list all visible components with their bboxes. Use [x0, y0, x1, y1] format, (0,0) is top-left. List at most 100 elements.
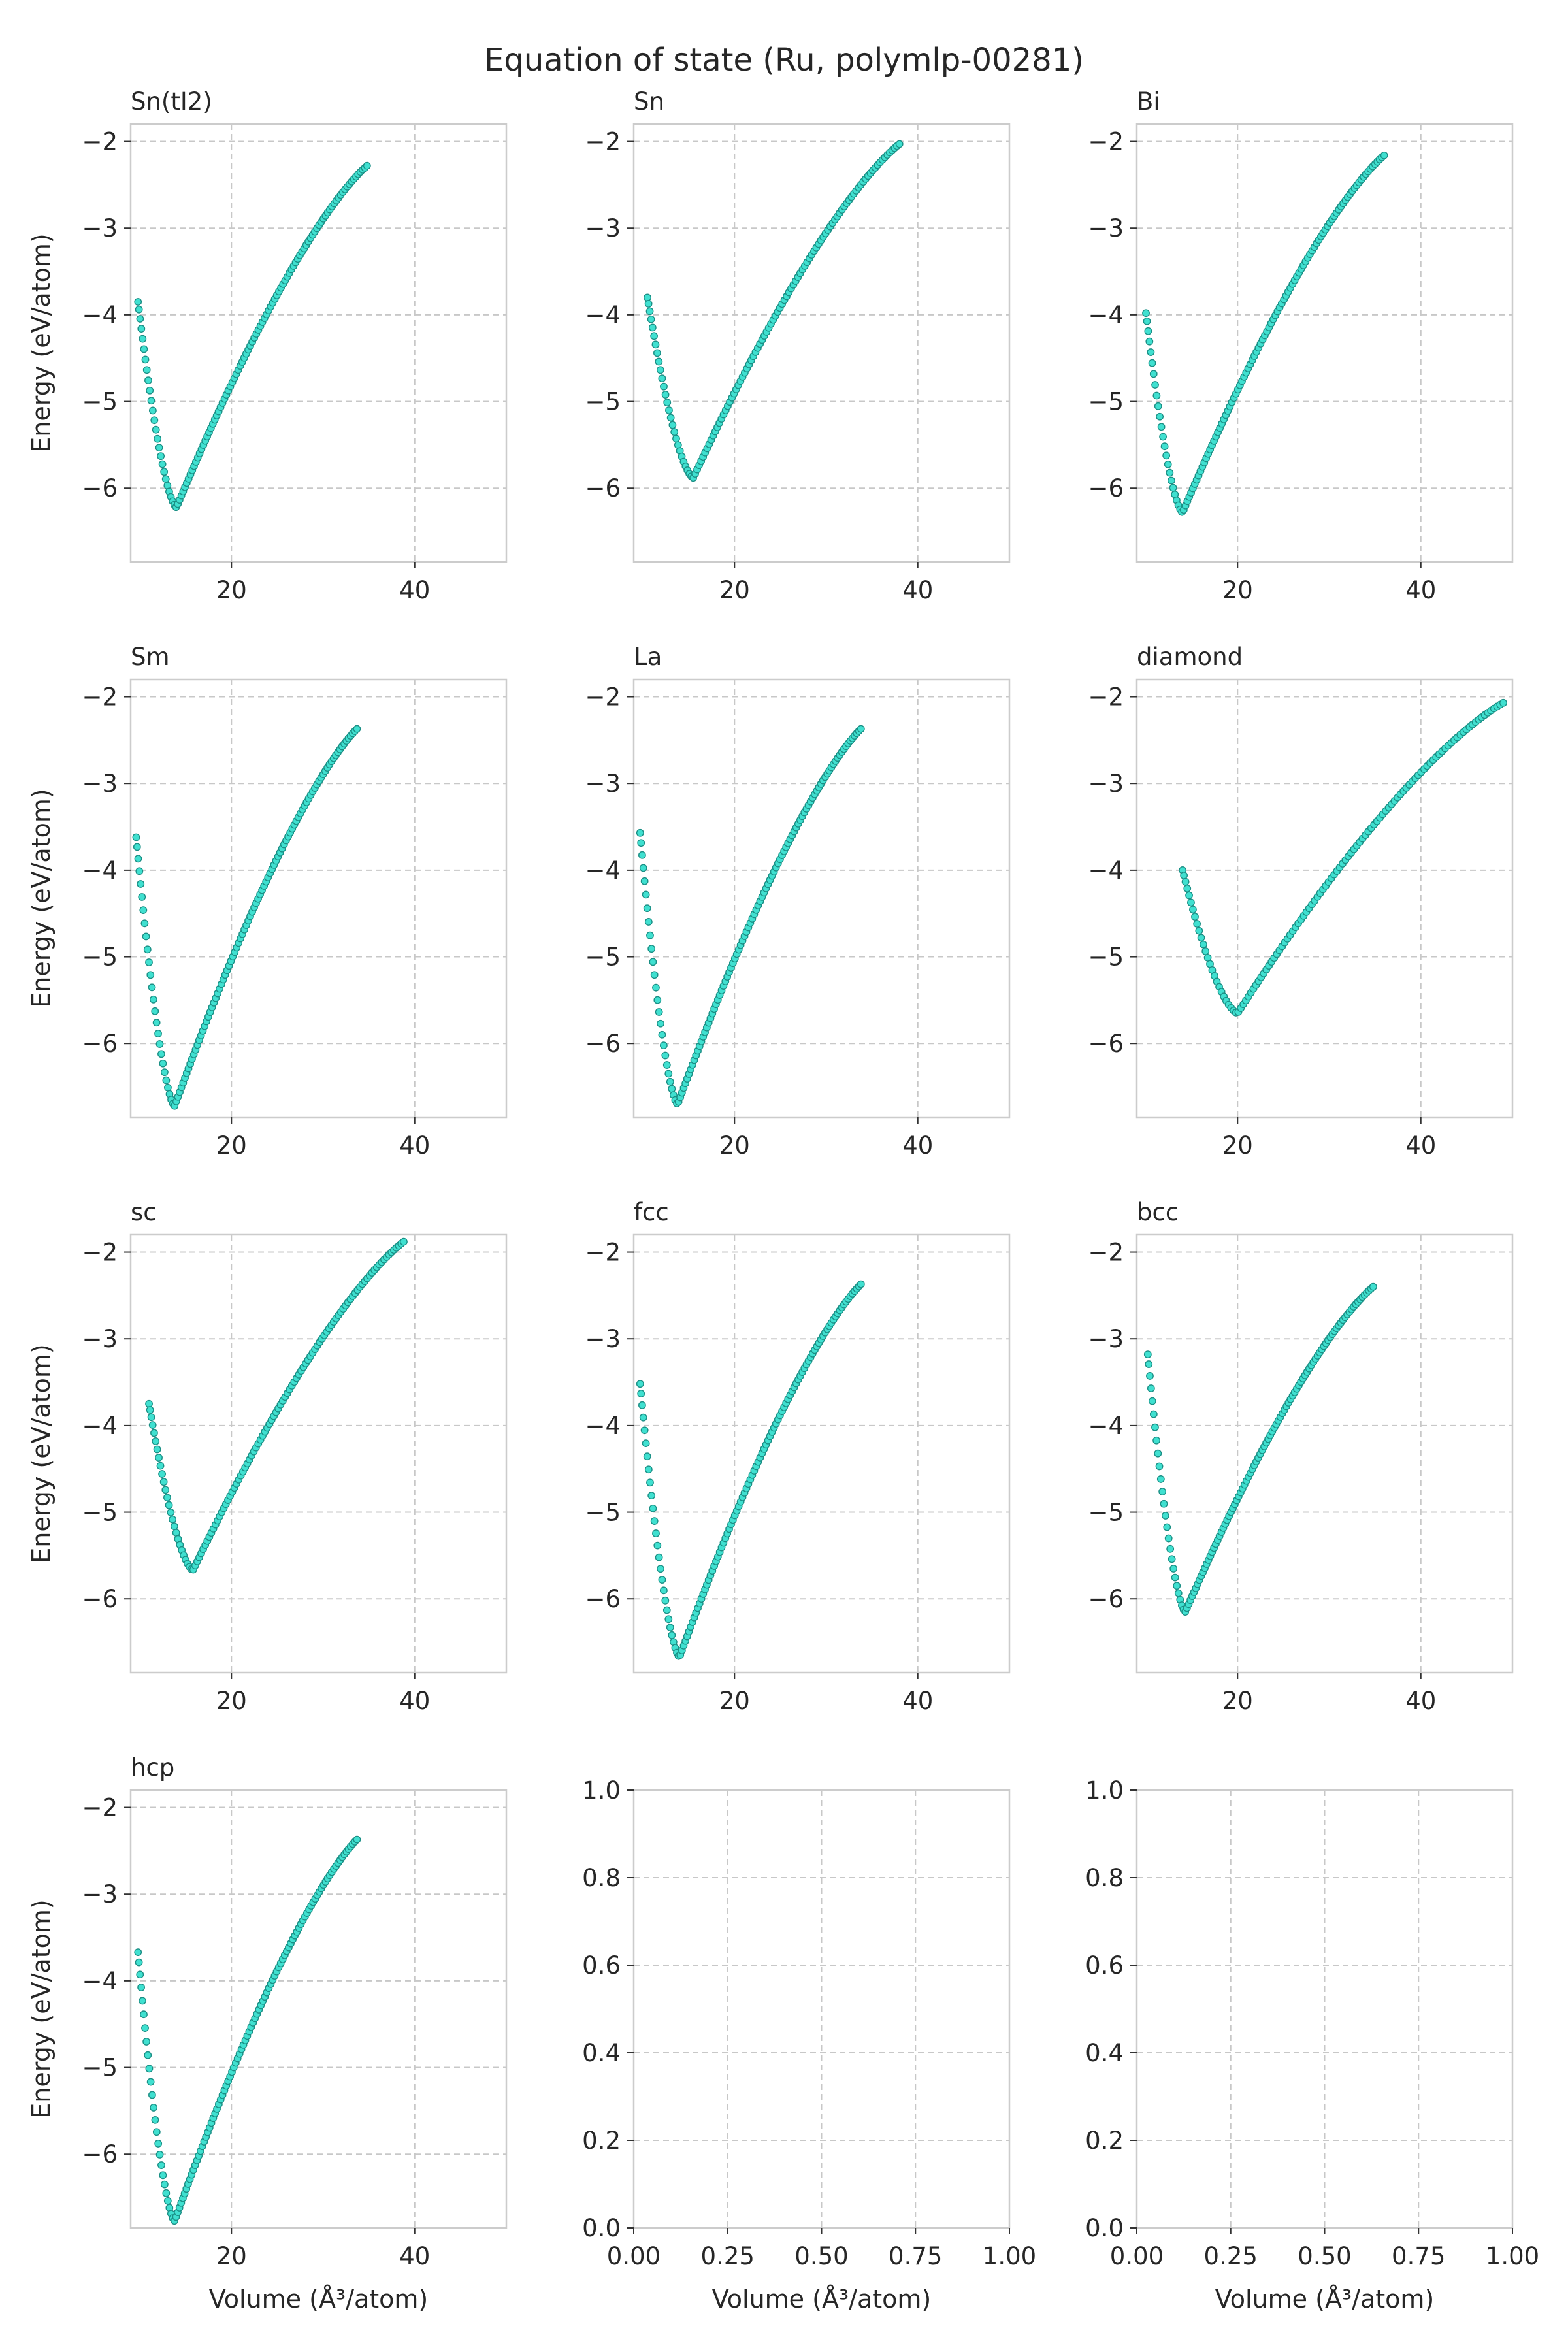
panel-title: bcc [1137, 1198, 1179, 1226]
panel-bcc: 20 40 −6 −5 −4 −3 −2 bcc [1088, 1198, 1514, 1715]
data-point [153, 1445, 161, 1454]
y-tick-label: 0.2 [582, 2127, 621, 2155]
data-point [145, 2065, 154, 2073]
x-tick-label: 40 [902, 1132, 933, 1160]
x-tick-label: 0.00 [1110, 2242, 1164, 2270]
data-point [649, 1504, 657, 1512]
panel-Sm: 20 40 −6 −5 −4 −3 −2 Sm Energy (eV/atom) [27, 643, 508, 1160]
y-tick-label: −3 [585, 1325, 621, 1353]
panel-title: sc [131, 1198, 157, 1226]
data-point [1168, 476, 1175, 485]
data-point [1193, 920, 1201, 928]
data-point [146, 386, 154, 395]
data-point [1152, 391, 1161, 400]
data-point [1191, 913, 1199, 921]
data-point [663, 399, 672, 407]
data-point [144, 2051, 152, 2059]
axes-frame [1135, 123, 1514, 563]
y-tick-label: −6 [585, 474, 621, 502]
x-tick-label: 20 [719, 1132, 750, 1160]
data-point [138, 893, 146, 901]
axes-frame [632, 1233, 1011, 1674]
data-point [163, 2197, 172, 2205]
y-axis-label: Energy (eV/atom) [27, 233, 56, 452]
panel-empty-10: 0.00 0.25 0.50 0.75 1.00 0.0 0.2 0.4 0.6 0.8 1.0 Vo… [582, 1776, 1036, 2313]
data-point [1151, 1423, 1159, 1431]
data-point [135, 305, 143, 314]
data-point [1185, 891, 1193, 900]
x-tick-label: 40 [1405, 1687, 1436, 1715]
data-point [1162, 451, 1171, 460]
data-point [1160, 442, 1169, 451]
data-point [148, 406, 157, 415]
data-point [137, 880, 145, 888]
panel-Sn(tI2): 20 40 −6 −5 −4 −3 −2 Sn(tI2) Energy (eV/atom) [27, 88, 508, 604]
data-point [1142, 309, 1150, 318]
x-tick-label: 40 [902, 576, 933, 604]
x-tick-label: 40 [902, 1687, 933, 1715]
y-tick-label: −2 [1088, 683, 1124, 711]
data-point [650, 1517, 659, 1526]
data-point [644, 918, 653, 926]
data-point [658, 1576, 666, 1584]
axes-frame [129, 1789, 508, 2229]
data-point [151, 1007, 159, 1015]
data-point [139, 906, 148, 915]
data-point [664, 1615, 673, 1624]
y-tick-label: −5 [82, 2054, 118, 2082]
data-point [1166, 468, 1174, 477]
data-point [162, 2189, 171, 2197]
panel-title: La [634, 643, 662, 671]
y-tick-label: 0.6 [582, 1952, 621, 1980]
y-tick-label: −5 [1088, 943, 1124, 972]
panel-La: 20 40 −6 −5 −4 −3 −2 La [585, 643, 1011, 1160]
data-point [666, 1077, 674, 1086]
data-point [146, 1406, 154, 1414]
data-point [652, 1529, 660, 1537]
data-point [1183, 885, 1192, 892]
x-tick-label: 0.25 [1204, 2242, 1258, 2270]
data-point [1166, 1544, 1175, 1553]
y-tick-label: −2 [1088, 1239, 1124, 1267]
data-point [1149, 1410, 1158, 1418]
y-tick-label: −6 [82, 2140, 118, 2168]
data-point [1148, 1397, 1156, 1405]
data-point [1164, 1534, 1173, 1543]
data-point [1143, 1350, 1152, 1358]
data-point [152, 1019, 161, 1027]
data-point [650, 971, 659, 979]
data-point [163, 1494, 171, 1502]
data-point [647, 1492, 656, 1500]
data-point [647, 945, 656, 953]
data-point [1159, 433, 1167, 441]
x-tick-label: 40 [399, 576, 430, 604]
x-tick-label: 20 [1222, 576, 1253, 604]
y-tick-label: −4 [82, 1412, 118, 1440]
data-point [666, 414, 675, 422]
axes-frame [1135, 678, 1514, 1119]
panel-diamond: 20 40 −6 −5 −4 −3 −2 diamond [1088, 643, 1514, 1160]
data-point [636, 828, 644, 837]
data-point [169, 1515, 176, 1524]
panel-title: Sm [131, 643, 170, 671]
data-point [646, 931, 654, 939]
data-point [1156, 412, 1164, 421]
x-tick-label: 40 [1405, 1132, 1436, 1160]
axes-frame [129, 1233, 508, 1674]
data-point [1147, 348, 1155, 356]
data-point [155, 444, 163, 452]
data-point [161, 475, 170, 483]
y-axis-label: Energy (eV/atom) [27, 1344, 56, 1563]
data-point [1143, 317, 1151, 325]
data-point [1195, 926, 1203, 935]
panel-Bi: 20 40 −6 −5 −4 −3 −2 Bi [1088, 88, 1514, 604]
y-tick-label: −4 [585, 301, 621, 329]
data-point [661, 391, 670, 399]
data-point [1181, 877, 1190, 886]
data-point [1174, 1589, 1183, 1597]
panel-hcp: 20 40 −6 −5 −4 −3 −2 hcp Energy (eV/atom) Volume … [27, 1754, 508, 2313]
data-point [158, 1470, 166, 1478]
data-point [136, 315, 144, 323]
data-point [662, 1606, 671, 1614]
x-tick-label: 1.00 [1486, 2242, 1539, 2270]
